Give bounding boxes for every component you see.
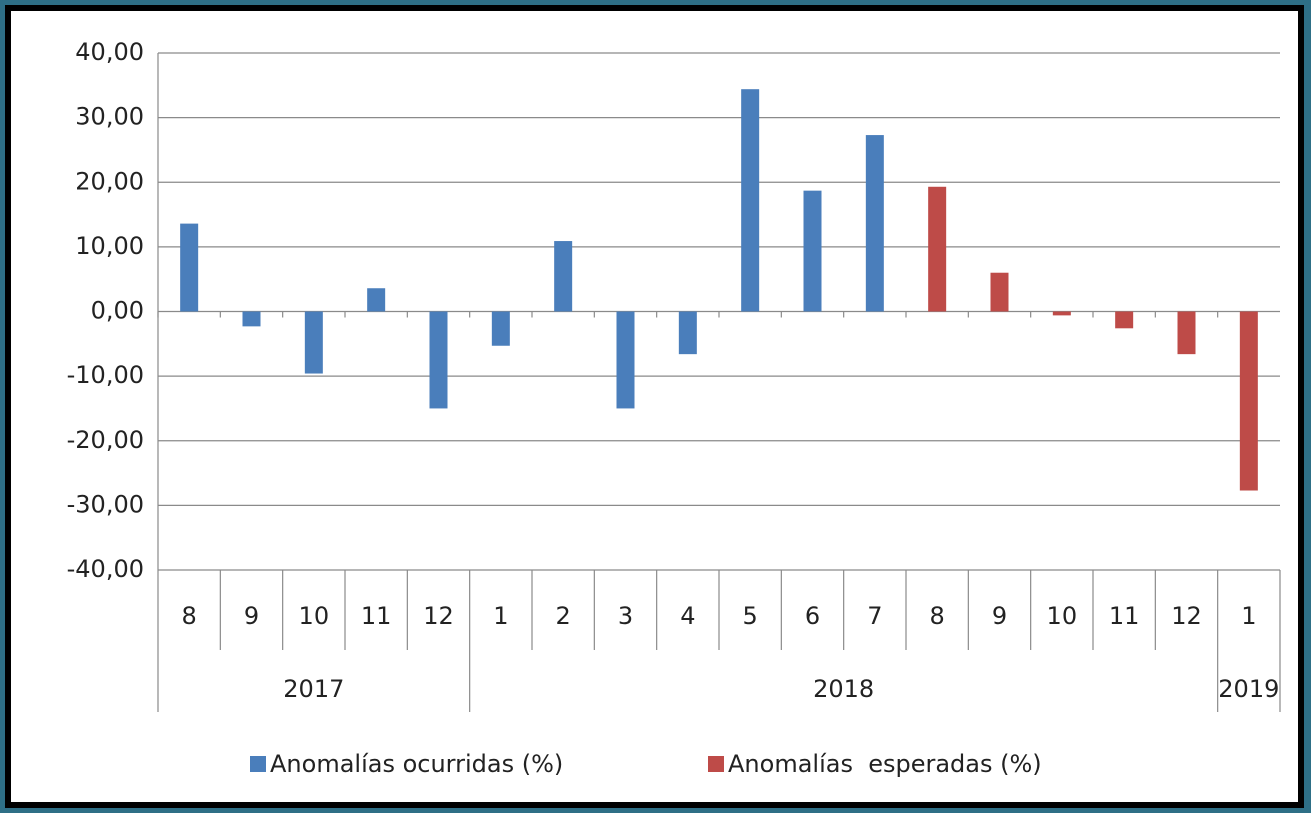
x-tick-label: 12 [423, 602, 454, 630]
legend-label: Anomalías ocurridas (%) [270, 750, 563, 778]
chart: -40,00 -30,00 -20,00 -10,00 0,00 10,00 20,00 30… [0, 0, 1311, 813]
bar [928, 187, 946, 312]
x-tick-label: 6 [805, 602, 820, 630]
legend-swatch [250, 756, 266, 772]
y-tick-label: 0,00 [91, 297, 144, 325]
x-tick-label: 5 [743, 602, 758, 630]
bar [554, 241, 572, 311]
bar [679, 312, 697, 355]
bar [243, 312, 261, 327]
x-tick-label: 10 [299, 602, 330, 630]
page: {"chart_data": {"type": "bar", "categori… [0, 0, 1311, 813]
bar [991, 273, 1009, 312]
y-tick-label: -30,00 [67, 490, 144, 518]
bar [617, 312, 635, 409]
chart-frame [8, 8, 1301, 805]
bar [1115, 312, 1133, 329]
y-tick-label: -20,00 [67, 426, 144, 454]
bar [866, 135, 884, 311]
bar [367, 288, 385, 311]
bar [804, 191, 822, 312]
y-tick-label: -10,00 [67, 361, 144, 389]
bar [305, 312, 323, 374]
y-tick-label: 20,00 [75, 167, 144, 195]
x-tick-label: 11 [1109, 602, 1140, 630]
legend-label: Anomalías esperadas (%) [728, 750, 1042, 778]
bar [1178, 312, 1196, 355]
x-tick-label: 2 [556, 602, 571, 630]
y-tick-label: 10,00 [75, 232, 144, 260]
y-tick-label: 40,00 [75, 38, 144, 66]
y-tick-label: -40,00 [67, 555, 144, 583]
x-tick-label: 12 [1171, 602, 1202, 630]
bar [741, 89, 759, 311]
x-tick-label: 8 [182, 602, 197, 630]
x-tick-label: 9 [992, 602, 1007, 630]
bar [180, 224, 198, 312]
x-tick-label: 1 [493, 602, 508, 630]
year-label: 2018 [813, 675, 874, 703]
year-label: 2019 [1218, 675, 1279, 703]
x-tick-label: 7 [867, 602, 882, 630]
year-label: 2017 [283, 675, 344, 703]
y-tick-label: 30,00 [75, 103, 144, 131]
bar [430, 312, 448, 409]
x-tick-label: 4 [680, 602, 695, 630]
x-tick-label: 8 [930, 602, 945, 630]
bar [492, 312, 510, 346]
x-tick-label: 1 [1241, 602, 1256, 630]
bar [1240, 312, 1258, 491]
legend-swatch [708, 756, 724, 772]
bar [1053, 312, 1071, 316]
x-tick-label: 9 [244, 602, 259, 630]
x-tick-label: 11 [361, 602, 392, 630]
x-tick-label: 3 [618, 602, 633, 630]
x-tick-label: 10 [1047, 602, 1078, 630]
